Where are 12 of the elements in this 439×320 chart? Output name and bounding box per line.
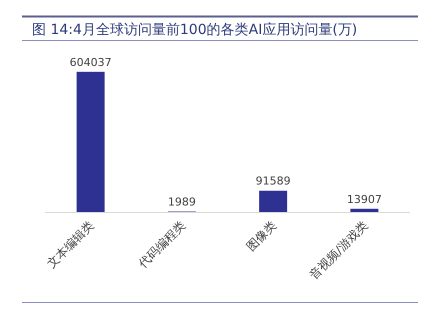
chart-title: 图 14:4月全球访问量前100的各类AI应用访问量(万) <box>32 22 358 38</box>
data-label: 604037 <box>70 56 112 69</box>
bar <box>76 72 105 212</box>
data-label: 91589 <box>256 174 291 188</box>
bar <box>259 190 288 212</box>
x-tick-label: 代码编程类 <box>134 218 188 272</box>
x-tick-label: 图像类 <box>244 218 280 254</box>
data-label: 13907 <box>346 192 382 206</box>
bar <box>350 208 378 212</box>
data-label: 1989 <box>168 196 196 209</box>
x-tick-label: 文本编辑类 <box>44 218 97 271</box>
x-tick-label: 音视频/游戏类 <box>306 218 370 282</box>
